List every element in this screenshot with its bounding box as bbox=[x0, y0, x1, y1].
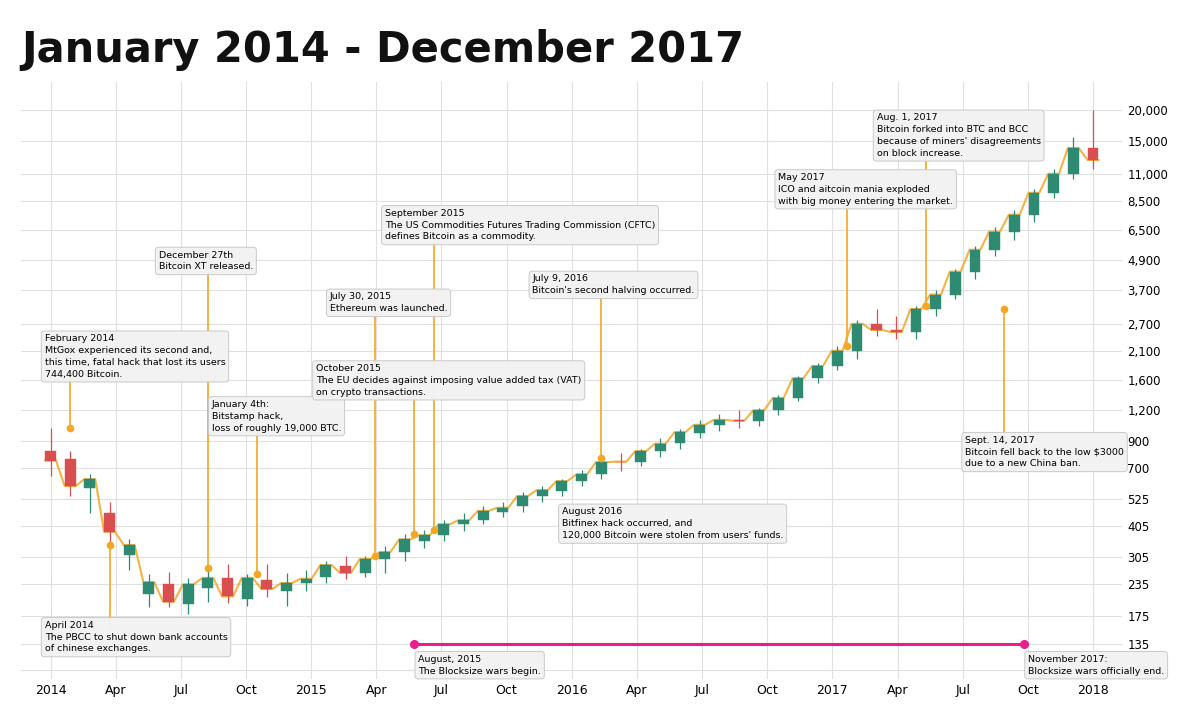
Text: Aug. 1, 2017
Bitcoin forked into BTC and BCC
because of miners' disagreements
on: Aug. 1, 2017 Bitcoin forked into BTC and… bbox=[877, 114, 1040, 157]
Bar bbox=[832, 351, 842, 366]
Bar bbox=[812, 366, 823, 378]
Bar bbox=[182, 585, 193, 605]
Text: August 2016
Bitfinex hack occurred, and
120,000 Bitcoin were stolen from users' : August 2016 Bitfinex hack occurred, and … bbox=[562, 508, 784, 540]
Text: November 2017:
Blocksize wars officially end.: November 2017: Blocksize wars officially… bbox=[1028, 655, 1164, 676]
Bar bbox=[517, 496, 528, 506]
Text: Sept. 14, 2017
Bitcoin fell back to the low $3000
due to a new China ban.: Sept. 14, 2017 Bitcoin fell back to the … bbox=[965, 436, 1124, 468]
Bar bbox=[498, 508, 509, 512]
Bar bbox=[281, 583, 292, 590]
Bar bbox=[1028, 193, 1039, 215]
Bar bbox=[241, 578, 253, 599]
Bar bbox=[84, 479, 95, 488]
Bar bbox=[911, 309, 922, 332]
Bar bbox=[124, 545, 134, 555]
Bar bbox=[852, 324, 863, 351]
Text: July 30, 2015
Ethereum was launched.: July 30, 2015 Ethereum was launched. bbox=[330, 293, 448, 313]
Bar bbox=[222, 578, 233, 597]
Bar bbox=[360, 559, 371, 573]
Bar bbox=[714, 420, 725, 426]
Bar bbox=[419, 536, 430, 541]
Bar bbox=[438, 524, 449, 536]
Bar bbox=[340, 567, 350, 573]
Bar bbox=[400, 539, 410, 552]
Bar bbox=[163, 585, 174, 602]
Text: April 2014
The PBCC to shut down bank accounts
of chinese exchanges.: April 2014 The PBCC to shut down bank ac… bbox=[44, 620, 228, 654]
Bar bbox=[930, 295, 941, 309]
Bar bbox=[950, 272, 961, 295]
Bar bbox=[674, 432, 685, 443]
Text: January 2014 - December 2017: January 2014 - December 2017 bbox=[22, 29, 744, 71]
Bar bbox=[773, 398, 784, 411]
Bar bbox=[379, 552, 390, 559]
Text: September 2015
The US Commodities Futures Trading Commission (CFTC)
defines Bitc: September 2015 The US Commodities Future… bbox=[385, 209, 655, 242]
Bar bbox=[478, 511, 488, 521]
Text: July 9, 2016
Bitcoin's second halving occurred.: July 9, 2016 Bitcoin's second halving oc… bbox=[533, 275, 695, 296]
Bar bbox=[596, 462, 607, 475]
Text: October 2015
The EU decides against imposing value added tax (VAT)
on crypto tra: October 2015 The EU decides against impo… bbox=[316, 364, 582, 397]
Text: May 2017
ICO and aitcoin mania exploded
with big money entering the market.: May 2017 ICO and aitcoin mania exploded … bbox=[779, 173, 953, 206]
Bar bbox=[576, 475, 587, 481]
Bar bbox=[557, 481, 568, 491]
Bar bbox=[635, 452, 646, 462]
Text: December 27th
Bitcoin XT released.: December 27th Bitcoin XT released. bbox=[158, 250, 253, 271]
Bar bbox=[458, 521, 469, 524]
Bar bbox=[1068, 148, 1079, 174]
Bar bbox=[1049, 174, 1060, 193]
Bar bbox=[144, 582, 155, 594]
Bar bbox=[655, 444, 666, 452]
Bar bbox=[970, 249, 980, 272]
Bar bbox=[792, 378, 803, 398]
Bar bbox=[890, 330, 901, 332]
Bar bbox=[320, 565, 331, 577]
Bar bbox=[46, 451, 56, 460]
Text: January 4th:
Bitstamp hack,
loss of roughly 19,000 BTC.: January 4th: Bitstamp hack, loss of roug… bbox=[211, 400, 341, 433]
Bar bbox=[694, 425, 704, 433]
Bar bbox=[262, 580, 272, 589]
Bar bbox=[104, 513, 115, 532]
Text: February 2014
MtGox experienced its second and,
this time, fatal hack that lost : February 2014 MtGox experienced its seco… bbox=[44, 334, 226, 379]
Bar bbox=[1087, 148, 1098, 160]
Bar bbox=[536, 490, 547, 496]
Bar bbox=[989, 232, 1000, 249]
Bar bbox=[733, 420, 744, 421]
Bar bbox=[754, 411, 764, 421]
Bar bbox=[301, 579, 312, 583]
Bar bbox=[1009, 215, 1020, 232]
Text: August, 2015
The Blocksize wars begin.: August, 2015 The Blocksize wars begin. bbox=[419, 655, 541, 676]
Bar bbox=[65, 459, 76, 486]
Bar bbox=[871, 324, 882, 330]
Bar bbox=[203, 578, 214, 587]
